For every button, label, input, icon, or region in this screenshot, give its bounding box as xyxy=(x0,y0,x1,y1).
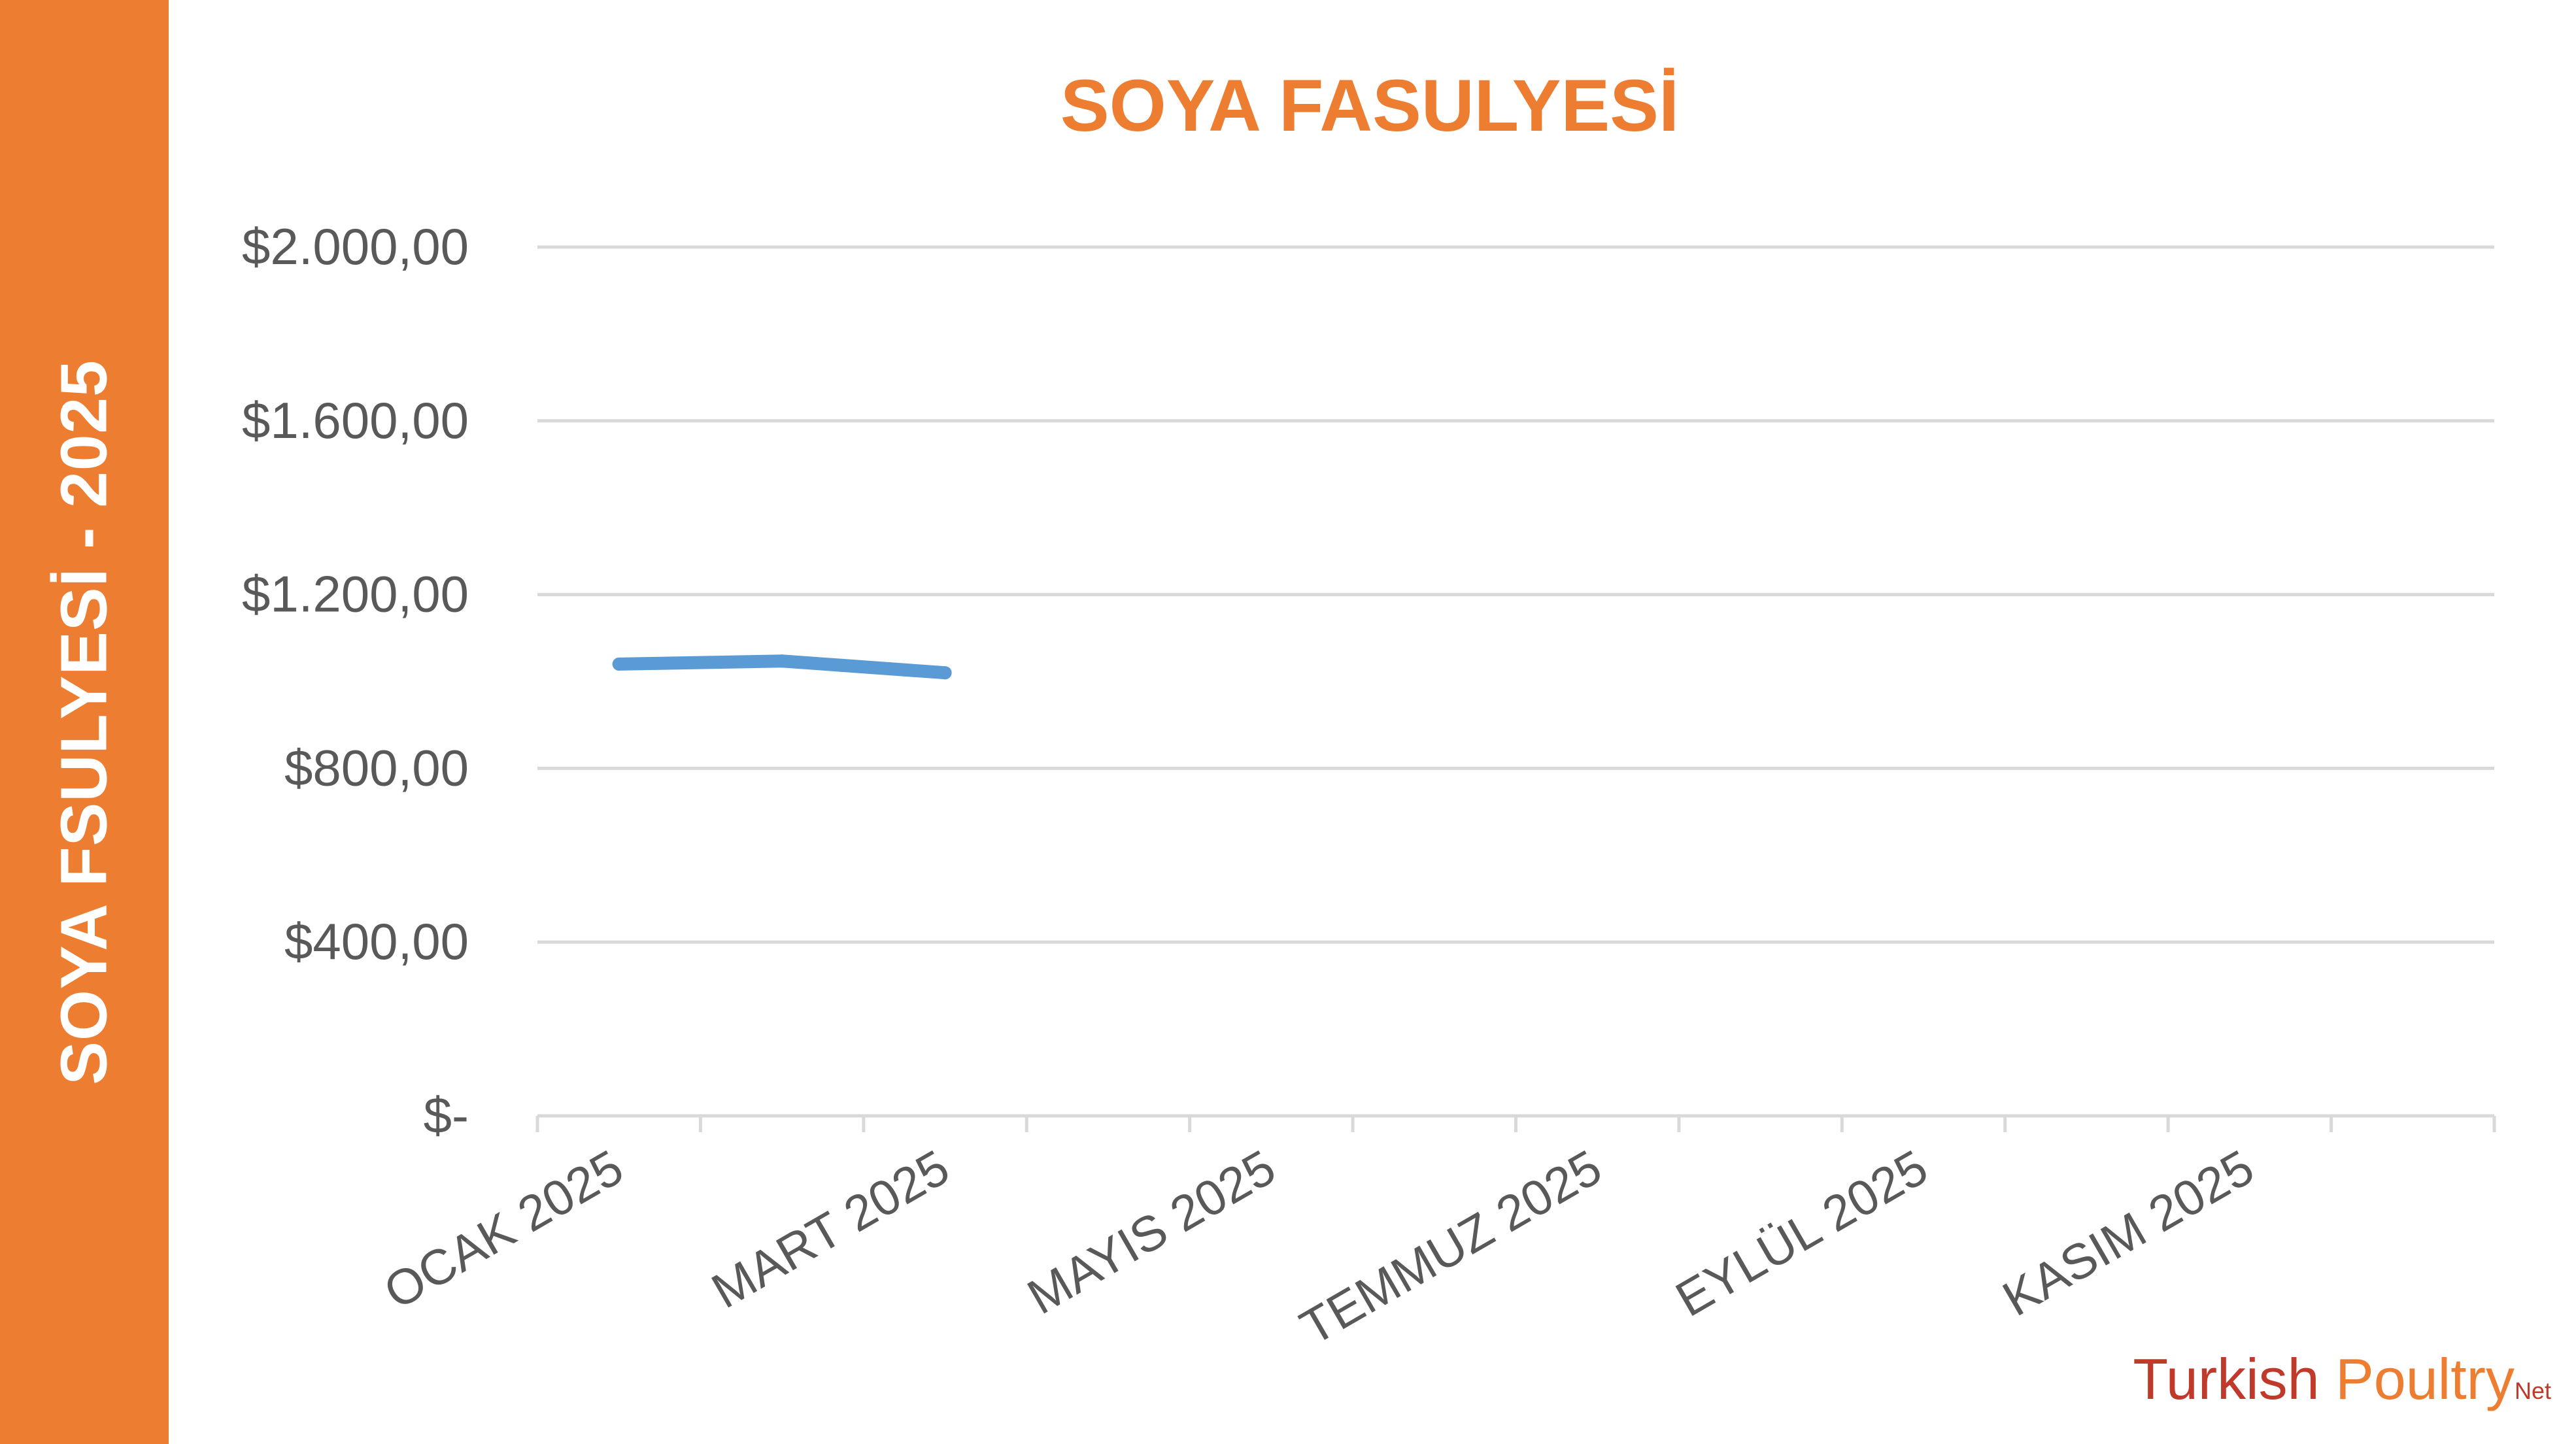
y-tick-label: $800,00 xyxy=(284,739,469,796)
data-point xyxy=(938,666,952,680)
y-tick-label: $- xyxy=(424,1086,469,1144)
turkish-poultry-logo: Turkish PoultryNet xyxy=(2133,1346,2551,1413)
y-axis: $- $400,00 $800,00 $1.200,00 $1.600,00 $2.000… xyxy=(242,218,469,1144)
x-tick-label: MAYIS 2025 xyxy=(1019,1139,1285,1325)
chart-title: SOYA FASULYESİ xyxy=(1060,65,1679,146)
data-point xyxy=(612,657,626,671)
gridlines xyxy=(537,245,2494,944)
data-point xyxy=(775,654,789,668)
logo-text-turkish: Turkish xyxy=(2133,1347,2320,1411)
x-axis: OCAK 2025 MART 2025 MAYIS 2025 TEMMUZ 2025 E… xyxy=(375,1114,2496,1356)
y-tick-label: $1.600,00 xyxy=(242,392,469,449)
y-tick-label: $400,00 xyxy=(284,913,469,970)
series xyxy=(612,654,952,680)
x-tick-label: MART 2025 xyxy=(703,1139,958,1319)
side-band: SOYA FSULYESİ - 2025 xyxy=(0,0,169,1444)
y-tick-label: $2.000,00 xyxy=(242,218,469,275)
x-tick-label: KASIM 2025 xyxy=(1993,1139,2263,1327)
x-tick-label: OCAK 2025 xyxy=(375,1139,632,1320)
y-tick-label: $1.200,00 xyxy=(242,565,469,623)
x-tick-label: TEMMUZ 2025 xyxy=(1291,1139,1611,1356)
logo-text-poultry: Poultry xyxy=(2335,1347,2515,1411)
logo-text-net: Net xyxy=(2514,1377,2551,1404)
x-tick-label: EYLÜL 2025 xyxy=(1667,1139,1937,1328)
